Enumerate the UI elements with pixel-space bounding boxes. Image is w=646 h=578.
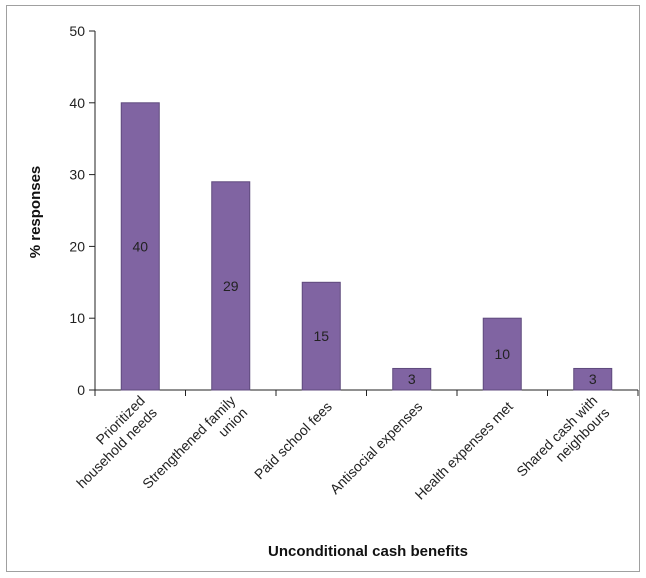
x-tick-label-line: Strengthened family bbox=[139, 392, 238, 491]
bars: 40 29 15 3 10 3 bbox=[120, 102, 613, 391]
y-tick-label: 30 bbox=[69, 167, 85, 183]
x-tick-label: Health expenses met bbox=[412, 398, 516, 502]
bar-data-label: 3 bbox=[589, 371, 597, 387]
x-tick-label-line: Antisocial expenses bbox=[327, 398, 426, 497]
bar-data-label: 15 bbox=[313, 328, 329, 344]
y-tick-label: 20 bbox=[69, 238, 85, 254]
bar-data-label: 40 bbox=[132, 238, 148, 254]
x-tick-label: Strengthened familyunion bbox=[139, 392, 250, 503]
x-axis-title: Unconditional cash benefits bbox=[268, 543, 468, 560]
y-tick-label: 10 bbox=[69, 310, 85, 326]
x-tick-label: Shared cash withneighbours bbox=[513, 392, 612, 491]
y-tick-label: 50 bbox=[69, 23, 85, 39]
bar-data-label: 3 bbox=[408, 371, 416, 387]
x-tick-label-line: Paid school fees bbox=[251, 398, 335, 482]
bar bbox=[392, 367, 432, 391]
x-tick-label-line: Health expenses met bbox=[412, 398, 516, 502]
bar bbox=[120, 102, 160, 391]
bar bbox=[301, 281, 341, 391]
bar bbox=[211, 181, 251, 391]
bar-data-label: 10 bbox=[494, 346, 510, 362]
y-axis-title: % responses bbox=[27, 166, 44, 259]
x-axis bbox=[94, 389, 639, 396]
x-tick-label: Paid school fees bbox=[251, 398, 335, 482]
y-axis: 0 10 20 30 40 50 bbox=[69, 23, 96, 398]
x-tick-label: Antisocial expenses bbox=[327, 398, 426, 497]
bar bbox=[573, 367, 613, 391]
bar bbox=[482, 317, 522, 391]
y-tick-label: 40 bbox=[69, 95, 85, 111]
bar-data-label: 29 bbox=[223, 278, 239, 294]
y-tick-label: 0 bbox=[77, 382, 85, 398]
